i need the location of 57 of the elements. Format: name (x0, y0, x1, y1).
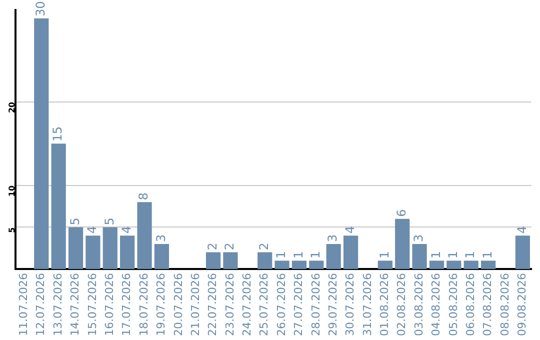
data-label: 1 (446, 251, 460, 259)
data-label: 1 (463, 251, 478, 259)
x-tick-label: 19.07.2026 (154, 273, 168, 336)
y-tick-label: 20 (8, 101, 17, 114)
x-tick-label: 03.08.2026 (412, 273, 426, 336)
data-label: 6 (394, 209, 408, 217)
data-label: 4 (514, 226, 529, 234)
x-tick-label: 16.07.2026 (102, 273, 116, 336)
x-tick-label: 20.07.2026 (172, 273, 185, 336)
x-tick-label: 11.07.2026 (17, 273, 30, 336)
x-tick-label: 24.07.2026 (240, 273, 254, 336)
x-tick-label: 27.07.2026 (292, 273, 306, 336)
x-tick-label: 17.07.2026 (120, 273, 134, 336)
y-tick-label: 5 (8, 226, 17, 233)
data-label: 5 (102, 218, 116, 226)
x-tick-label: 23.07.2026 (223, 273, 236, 336)
data-label: 3 (154, 234, 168, 242)
x-tick-label: 13.07.2026 (51, 273, 64, 336)
data-label: 30 (34, 1, 48, 16)
x-tick-label: 07.08.2026 (481, 273, 494, 336)
y-tick-label: 10 (8, 185, 17, 197)
data-label: 8 (136, 192, 151, 200)
x-tick-label: 02.08.2026 (395, 273, 408, 336)
x-tick-label: 04.08.2026 (430, 273, 443, 336)
x-tick-label: 01.08.2026 (378, 273, 392, 336)
data-label: 5 (68, 218, 82, 226)
x-tick-label: 09.08.2026 (516, 273, 529, 336)
x-tick-label: 15.07.2026 (86, 273, 99, 336)
x-tick-label: 28.07.2026 (309, 273, 322, 336)
data-label: 4 (85, 226, 100, 234)
data-label: 4 (342, 226, 357, 234)
data-label: 1 (274, 251, 288, 259)
x-tick-label: 26.07.2026 (274, 273, 288, 336)
data-label: 4 (119, 226, 134, 234)
x-tick-label: 30.07.2026 (344, 273, 357, 336)
x-tick-label: 25.07.2026 (258, 273, 271, 336)
x-tick-label: 08.08.2026 (498, 273, 512, 336)
x-tick-label: 31.07.2026 (360, 273, 374, 336)
x-tick-label: 06.08.2026 (464, 273, 477, 336)
data-label: 2 (256, 242, 271, 250)
x-tick-label: 14.07.2026 (68, 273, 82, 336)
data-label: 1 (480, 251, 494, 259)
data-label: 1 (308, 251, 323, 259)
data-label: 1 (428, 251, 443, 259)
x-tick-label: 21.07.2026 (188, 273, 202, 336)
data-label: 15 (50, 126, 65, 142)
x-tick-label: 12.07.2026 (34, 273, 48, 336)
data-label: 3 (326, 234, 340, 242)
x-tick-label: 05.08.2026 (446, 273, 460, 336)
data-label: 3 (412, 234, 426, 242)
x-tick-label: 18.07.2026 (137, 273, 150, 336)
x-tick-label: 29.07.2026 (326, 273, 340, 336)
data-label: 2 (205, 242, 220, 250)
data-label: 1 (377, 251, 392, 259)
data-label: 2 (222, 242, 237, 250)
x-tick-label: 22.07.2026 (206, 273, 220, 336)
data-label: 1 (291, 251, 306, 259)
